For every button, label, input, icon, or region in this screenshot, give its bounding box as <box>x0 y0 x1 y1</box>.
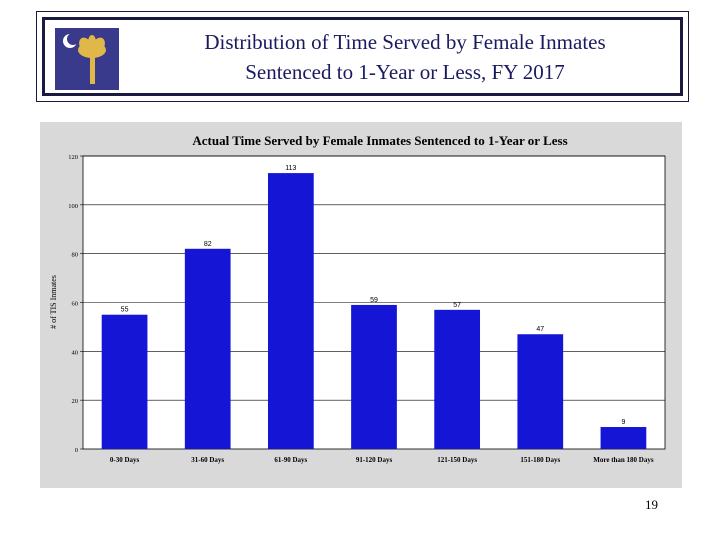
x-tick-label: 91-120 Days <box>356 456 393 464</box>
y-tick-label: 60 <box>72 301 79 308</box>
data-label: 9 <box>621 419 625 426</box>
palmetto-crescent-icon <box>55 28 119 90</box>
y-tick-label: 40 <box>72 349 79 356</box>
bar-chart: Actual Time Served by Female Inmates Sen… <box>49 133 666 464</box>
x-tick-label: 31-60 Days <box>191 456 224 464</box>
y-tick-label: 0 <box>75 447 78 454</box>
header-frame <box>36 11 689 102</box>
x-tick-label: 61-90 Days <box>274 456 307 464</box>
bar <box>184 248 231 449</box>
bar <box>351 304 397 449</box>
y-axis-label: # of TIS Inmates <box>49 275 58 329</box>
data-label: 59 <box>370 297 378 304</box>
x-tick-label: 121-150 Days <box>437 456 477 464</box>
x-tick-label: More than 180 Days <box>593 456 654 464</box>
y-tick-label: 100 <box>68 203 78 210</box>
slide-title-line-2: Sentenced to 1-Year or Less, FY 2017 <box>245 60 565 84</box>
x-tick-label: 151-180 Days <box>520 456 560 464</box>
y-tick-label: 120 <box>68 154 78 161</box>
x-tick-label: 0-30 Days <box>110 456 140 464</box>
bar <box>600 427 647 449</box>
page-number: 19 <box>645 497 658 512</box>
slide-title-line-1: Distribution of Time Served by Female In… <box>204 30 606 54</box>
y-tick-label: 80 <box>72 252 79 259</box>
bar <box>517 334 564 449</box>
bar <box>434 309 481 449</box>
data-label: 82 <box>204 241 212 248</box>
bar <box>267 173 314 449</box>
data-label: 113 <box>285 165 296 172</box>
chart-title: Actual Time Served by Female Inmates Sen… <box>192 133 567 148</box>
header-inner-frame <box>42 17 683 96</box>
data-label: 47 <box>536 326 544 333</box>
bar <box>101 314 148 449</box>
data-label: 55 <box>121 307 129 314</box>
data-label: 57 <box>453 302 461 309</box>
y-tick-label: 20 <box>72 398 79 405</box>
